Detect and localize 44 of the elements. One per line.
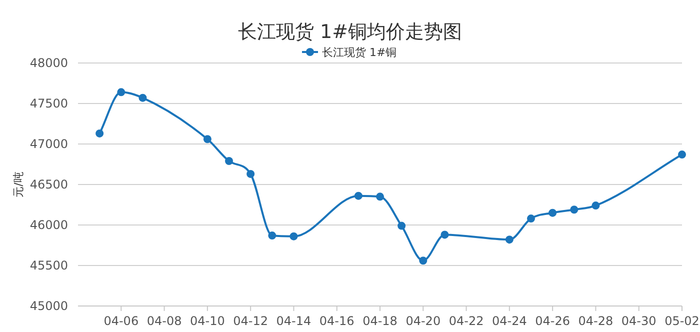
x-tick-label: 04-12 (233, 314, 268, 328)
y-tick-label: 48000 (30, 56, 68, 70)
y-tick-label: 46500 (30, 178, 68, 192)
y-axis-title: 元/吨 (12, 172, 25, 198)
point (398, 222, 406, 230)
point (419, 256, 428, 265)
chart-title: 长江现货 1#铜均价走势图 (238, 21, 462, 43)
x-tick-label: 04-16 (319, 314, 354, 328)
x-tick-label: 04-24 (492, 314, 527, 328)
x-tick-label: 04-28 (578, 314, 614, 328)
point (678, 150, 686, 159)
point (505, 236, 514, 244)
point (548, 208, 557, 217)
legend: 长江现货 1#铜 (302, 46, 397, 59)
x-tick-label: 04-14 (276, 314, 312, 328)
legend-label: 长江现货 1#铜 (322, 46, 397, 59)
point (354, 192, 362, 200)
point (138, 94, 147, 102)
x-tick-label: 04-20 (406, 314, 441, 328)
point (96, 129, 104, 138)
y-tick-label: 45000 (30, 299, 68, 313)
point (570, 206, 578, 214)
point (376, 192, 384, 201)
x-tick-label: 04-26 (535, 314, 570, 328)
y-tick-label: 45500 (30, 258, 68, 272)
y-tick-label: 46000 (30, 218, 68, 232)
y-tick-label: 47500 (30, 96, 68, 110)
x-tick-label: 04-08 (146, 314, 182, 328)
x-tick-label: 04-06 (104, 314, 139, 328)
point (246, 170, 255, 178)
point (290, 232, 298, 240)
x-tick-label: 04-22 (448, 314, 484, 328)
x-tick-label: 04-18 (362, 314, 398, 328)
point (527, 214, 535, 223)
point (203, 135, 212, 144)
x-tick-label: 04-10 (190, 314, 225, 328)
point (225, 157, 233, 166)
point (268, 232, 276, 240)
point (440, 230, 449, 239)
y-tick-label: 47000 (30, 137, 68, 151)
x-tick-label: 05-02 (664, 314, 700, 328)
point (117, 88, 126, 96)
x-tick-label: 04-30 (621, 314, 656, 328)
point (592, 202, 600, 210)
